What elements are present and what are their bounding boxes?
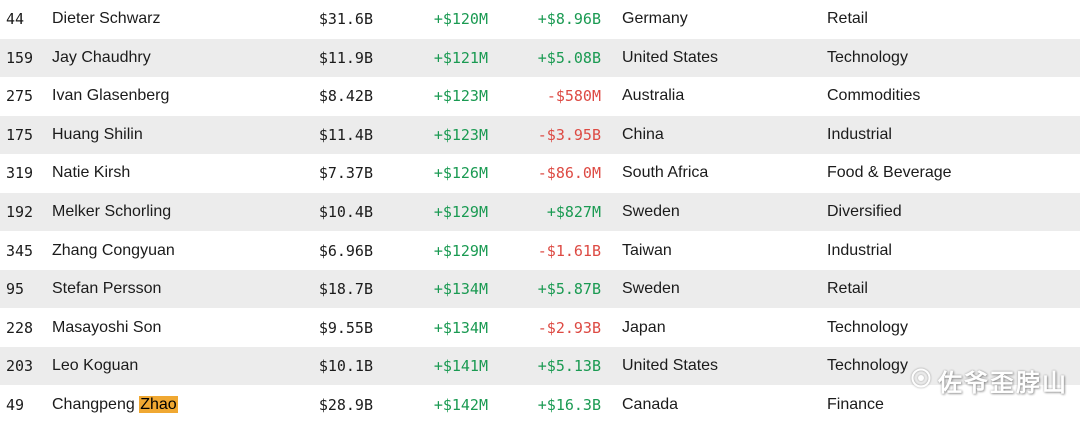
industry-cell: Diversified [827,203,902,220]
country-cell: Australia [622,87,685,105]
net-worth-cell: $8.42B [318,87,373,106]
table-row[interactable]: 345 Zhang Congyuan $6.96B +$129M -$1.61B… [0,231,1080,270]
ytd-change-cell: +$5.87B [537,280,601,299]
name-cell: Dieter Schwarz [52,10,161,28]
daily-change-cell: +$123M [433,125,488,144]
name-cell: Zhang Congyuan [52,241,175,259]
ytd-change-cell: -$580M [546,87,601,106]
ytd-change-cell: -$2.93B [537,318,601,337]
table-row[interactable]: 275 Ivan Glasenberg $8.42B +$123M -$580M… [0,77,1080,116]
industry-cell: Technology [827,318,908,336]
name-cell: Melker Schorling [52,203,172,220]
daily-change-cell: +$141M [433,357,488,376]
daily-change-cell: +$134M [433,318,488,337]
table-row[interactable]: 319 Natie Kirsh $7.37B +$126M -$86.0M So… [0,154,1080,193]
name-cell: Stefan Persson [52,280,162,298]
table-row[interactable]: 44 Dieter Schwarz $31.6B +$120M +$8.96B … [0,0,1080,39]
table-row[interactable]: 228 Masayoshi Son $9.55B +$134M -$2.93B … [0,308,1080,347]
rank-cell: 49 [6,395,25,414]
industry-cell: Retail [827,280,868,298]
net-worth-cell: $11.4B [318,125,373,144]
net-worth-cell: $9.55B [318,318,373,337]
net-worth-cell: $11.9B [318,48,373,67]
rank-cell: 192 [6,203,34,221]
name-cell: Jay Chaudhry [52,48,151,66]
rank-cell: 44 [6,10,25,29]
ytd-change-cell: +$5.13B [537,357,601,376]
country-cell: Japan [622,318,666,336]
name-cell: Huang Shilin [52,125,143,143]
name-cell: Natie Kirsh [52,164,131,182]
rank-cell: 275 [6,87,34,106]
net-worth-cell: $18.7B [318,280,373,299]
rank-cell: 203 [6,357,34,376]
table-row[interactable]: 95 Stefan Persson $18.7B +$134M +$5.87B … [0,269,1080,309]
ytd-change-cell: +$16.3B [537,395,601,414]
net-worth-cell: $10.4B [318,203,373,221]
industry-cell: Technology [827,357,908,375]
ytd-change-cell: +$827M [546,203,601,221]
name-cell: Masayoshi Son [52,318,162,336]
daily-change-cell: +$121M [433,48,488,67]
industry-cell: Retail [827,10,868,28]
industry-cell: Technology [827,48,908,66]
rank-cell: 159 [6,48,34,67]
table-row[interactable]: 203 Leo Koguan $10.1B +$141M +$5.13B Uni… [0,346,1080,386]
country-cell: South Africa [622,164,709,182]
net-worth-cell: $6.96B [318,241,373,260]
net-worth-cell: $7.37B [318,164,373,183]
table-row[interactable]: 159 Jay Chaudhry $11.9B +$121M +$5.08B U… [0,38,1080,78]
table-row[interactable]: 175 Huang Shilin $11.4B +$123M -$3.95B C… [0,115,1080,155]
industry-cell: Industrial [827,241,892,259]
daily-change-cell: +$129M [433,241,488,260]
daily-change-cell: +$129M [433,203,488,221]
daily-change-cell: +$120M [433,10,488,29]
rank-cell: 228 [6,318,34,337]
country-cell: Sweden [622,203,680,220]
ytd-change-cell: +$5.08B [537,48,601,67]
table-row[interactable]: 192 Melker Schorling $10.4B +$129M +$827… [0,192,1080,232]
country-cell: Canada [622,395,679,413]
country-cell: United States [622,357,719,375]
name-cell: Ivan Glasenberg [52,87,170,105]
industry-cell: Industrial [827,125,892,143]
country-cell: China [622,125,664,143]
net-worth-cell: $28.9B [318,395,373,414]
name-cell: Changpeng Zhao [52,395,178,413]
country-cell: Taiwan [622,241,672,259]
ytd-change-cell: -$1.61B [537,241,601,260]
net-worth-cell: $31.6B [318,10,373,29]
rank-cell: 345 [6,241,34,260]
net-worth-cell: $10.1B [318,357,373,376]
rank-cell: 95 [6,280,25,299]
industry-cell: Finance [827,395,884,413]
ytd-change-cell: -$3.95B [537,125,601,144]
daily-change-cell: +$142M [433,395,488,414]
country-cell: United States [622,48,719,66]
ytd-change-cell: -$86.0M [537,164,601,183]
rank-cell: 319 [6,164,34,183]
industry-cell: Food & Beverage [827,164,952,182]
table-row[interactable]: 49 Changpeng Zhao $28.9B +$142M +$16.3B … [0,385,1080,424]
name-cell: Leo Koguan [52,357,139,375]
daily-change-cell: +$126M [433,164,488,183]
industry-cell: Commodities [827,87,921,105]
rank-cell: 175 [6,125,34,144]
daily-change-cell: +$134M [433,280,488,299]
country-cell: Germany [622,10,688,28]
daily-change-cell: +$123M [433,87,488,106]
search-highlight: Zhao [139,395,178,413]
ytd-change-cell: +$8.96B [537,10,601,29]
country-cell: Sweden [622,280,680,298]
